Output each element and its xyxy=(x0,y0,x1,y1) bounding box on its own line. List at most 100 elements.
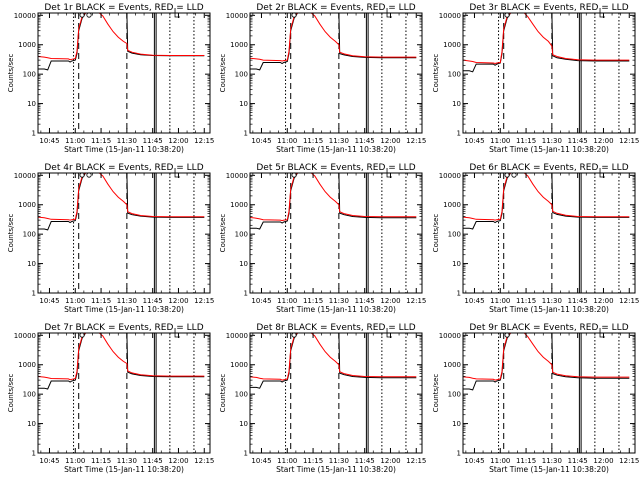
x-tick-label: 12:15 xyxy=(619,137,639,145)
x-tick-label: 11:45 xyxy=(355,297,375,305)
x-axis-label: Start Time (15-Jan-11 10:38:20) xyxy=(489,465,609,474)
x-tick-label: 11:30 xyxy=(117,137,137,145)
y-axis-label: Counts/sec xyxy=(432,54,440,93)
x-tick-label: 11:45 xyxy=(568,297,588,305)
x-tick-label: 10:45 xyxy=(464,457,484,465)
x-tick-label: 11:15 xyxy=(91,137,111,145)
x-tick-label: 11:30 xyxy=(542,457,562,465)
x-axis-label: Start Time (15-Jan-11 10:38:20) xyxy=(276,145,396,154)
y-tick-label: 1 xyxy=(457,290,461,298)
panel-title: Det 6r BLACK = Events, RED = LLD xyxy=(469,163,628,173)
x-tick-label: 11:30 xyxy=(329,137,349,145)
series-lld-line xyxy=(38,333,205,381)
x-tick-label: 12:00 xyxy=(168,297,188,305)
panel-title: Det 7r BLACK = Events, RED = LLD xyxy=(44,323,203,333)
y-tick-label: 100 xyxy=(23,71,36,79)
x-tick-label: 11:00 xyxy=(490,457,510,465)
panel-title: Det 4r BLACK = Events, RED = LLD xyxy=(44,163,203,173)
x-tick-label: 12:00 xyxy=(593,137,613,145)
y-tick-label: 100 xyxy=(448,231,461,239)
x-tick-label: 10:45 xyxy=(251,297,271,305)
x-tick-label: 11:15 xyxy=(516,297,536,305)
panel-title: Det 8r BLACK = Events, RED = LLD xyxy=(256,323,415,333)
x-tick-label: 10:45 xyxy=(251,137,271,145)
x-tick-label: 12:00 xyxy=(168,137,188,145)
x-tick-label: 10:45 xyxy=(39,297,59,305)
x-tick-label: 11:30 xyxy=(329,457,349,465)
series-lld-line xyxy=(250,13,417,62)
y-tick-label: 10 xyxy=(27,420,36,428)
x-tick-label: 11:30 xyxy=(117,457,137,465)
y-tick-label: 1 xyxy=(32,130,36,138)
x-tick-label: 10:45 xyxy=(39,457,59,465)
plot-frame xyxy=(249,172,423,294)
x-tick-label: 12:00 xyxy=(593,297,613,305)
panel-title: Det 5r BLACK = Events, RED = LLD xyxy=(256,163,415,173)
y-tick-label: 10 xyxy=(239,100,248,108)
y-tick-label: 1 xyxy=(244,450,248,458)
panel-1: 1 10 100 1000 10000 10:45 11:00 11:15 11:30 11:45… xyxy=(7,3,214,154)
series-lld-line xyxy=(463,173,630,221)
y-tick-label: 100 xyxy=(235,71,248,79)
plot-frame xyxy=(462,332,636,454)
x-axis-label: Start Time (15-Jan-11 10:38:20) xyxy=(489,145,609,154)
plot-frame xyxy=(249,12,423,134)
x-axis-label: Start Time (15-Jan-11 10:38:20) xyxy=(276,465,396,474)
y-axis-label: Counts/sec xyxy=(7,374,15,413)
panel-8: 1 10 100 1000 10000 10:45 11:00 11:15 11:30 11:45… xyxy=(219,323,426,474)
y-tick-label: 1000 xyxy=(18,201,36,209)
y-axis-label: Counts/sec xyxy=(7,54,15,93)
x-tick-label: 12:00 xyxy=(380,457,400,465)
panel-9: 1 10 100 1000 10000 10:45 11:00 11:15 11:30 11:45… xyxy=(432,323,639,474)
x-tick-label: 12:00 xyxy=(380,137,400,145)
panel-5: 1 10 100 1000 10000 10:45 11:00 11:15 11:30 11:45… xyxy=(219,163,426,314)
y-tick-label: 10 xyxy=(27,260,36,268)
x-tick-label: 11:00 xyxy=(65,297,85,305)
x-tick-label: 12:00 xyxy=(380,297,400,305)
y-tick-label: 10000 xyxy=(14,12,36,20)
y-tick-label: 10000 xyxy=(439,332,461,340)
x-tick-label: 11:00 xyxy=(65,457,85,465)
x-tick-label: 12:15 xyxy=(194,457,214,465)
panel-6: 1 10 100 1000 10000 10:45 11:00 11:15 11:30 11:45… xyxy=(432,163,639,314)
series-lld-line xyxy=(463,13,630,65)
x-tick-label: 12:15 xyxy=(619,297,639,305)
x-tick-label: 11:45 xyxy=(143,297,163,305)
x-axis-label: Start Time (15-Jan-11 10:38:20) xyxy=(64,465,184,474)
y-tick-label: 10000 xyxy=(439,12,461,20)
x-tick-label: 11:15 xyxy=(91,457,111,465)
x-tick-label: 11:45 xyxy=(568,137,588,145)
plot-frame xyxy=(37,172,211,294)
x-tick-label: 10:45 xyxy=(251,457,271,465)
x-tick-label: 11:30 xyxy=(329,297,349,305)
y-tick-label: 10000 xyxy=(439,172,461,180)
panel-title: Det 2r BLACK = Events, RED = LLD xyxy=(256,3,415,13)
y-tick-label: 10 xyxy=(452,260,461,268)
panel-title: Det 1r BLACK = Events, RED = LLD xyxy=(44,3,203,13)
panel-7: 1 10 100 1000 10000 10:45 11:00 11:15 11:30 11:45… xyxy=(7,323,214,474)
y-tick-label: 10 xyxy=(239,420,248,428)
y-axis-label: Counts/sec xyxy=(219,214,227,253)
y-tick-label: 100 xyxy=(448,391,461,399)
x-tick-label: 12:15 xyxy=(406,457,426,465)
y-tick-label: 10000 xyxy=(226,332,248,340)
y-tick-label: 1 xyxy=(244,130,248,138)
y-tick-label: 1000 xyxy=(443,201,461,209)
y-axis-label: Counts/sec xyxy=(432,374,440,413)
y-tick-label: 1 xyxy=(32,290,36,298)
x-tick-label: 11:30 xyxy=(117,297,137,305)
y-tick-label: 10 xyxy=(452,420,461,428)
x-tick-label: 12:15 xyxy=(194,137,214,145)
y-tick-label: 1 xyxy=(32,450,36,458)
panel-4: 1 10 100 1000 10000 10:45 11:00 11:15 11:30 11:45… xyxy=(7,163,214,314)
y-tick-label: 1000 xyxy=(18,41,36,49)
y-tick-label: 100 xyxy=(235,391,248,399)
y-tick-label: 1 xyxy=(457,450,461,458)
plot-frame xyxy=(37,12,211,134)
plot-frame xyxy=(37,332,211,454)
series-lld-line xyxy=(38,13,205,61)
x-tick-label: 10:45 xyxy=(39,137,59,145)
x-tick-label: 11:45 xyxy=(568,457,588,465)
x-tick-label: 11:45 xyxy=(143,457,163,465)
x-tick-label: 11:30 xyxy=(542,137,562,145)
